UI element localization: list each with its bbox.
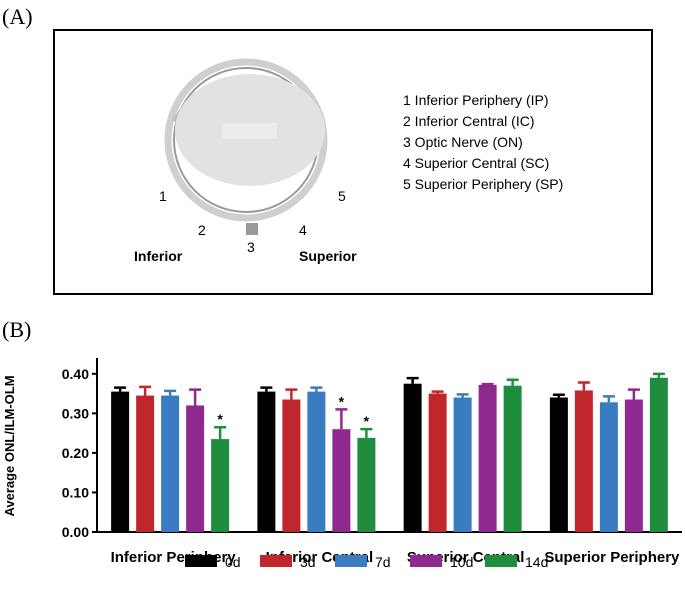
error-bar bbox=[431, 390, 444, 394]
error-bar bbox=[189, 388, 202, 406]
error-bar bbox=[139, 385, 152, 396]
error-bar bbox=[506, 378, 519, 386]
legend-swatch bbox=[485, 555, 517, 567]
legend-swatch bbox=[410, 555, 442, 567]
error-bar bbox=[602, 395, 615, 403]
bar bbox=[161, 395, 180, 532]
y-axis-label: Average ONL/ILM-OLM bbox=[2, 375, 17, 516]
bar bbox=[257, 391, 276, 532]
bar bbox=[478, 384, 497, 532]
legend-swatch bbox=[260, 555, 292, 567]
bar bbox=[503, 385, 522, 532]
error-bar bbox=[335, 408, 348, 430]
bar bbox=[357, 437, 376, 532]
error-bar bbox=[481, 382, 494, 386]
error-bar bbox=[310, 386, 323, 392]
error-bar bbox=[114, 386, 127, 392]
error-bar bbox=[577, 381, 590, 391]
bar bbox=[549, 397, 568, 532]
legend-label: 0d bbox=[225, 554, 241, 570]
y-tick-label: 0.40 bbox=[62, 366, 89, 382]
marker: 4 bbox=[299, 222, 307, 238]
error-bar bbox=[360, 427, 373, 438]
side-label: Inferior bbox=[134, 248, 183, 264]
panel-label: (A) bbox=[2, 4, 33, 29]
marker: 2 bbox=[198, 222, 206, 238]
error-bar bbox=[652, 372, 665, 378]
bar bbox=[403, 383, 422, 532]
x-tick-label: Inferior Periphery bbox=[111, 549, 237, 566]
error-bar bbox=[406, 376, 419, 384]
y-tick-label: 0.10 bbox=[62, 484, 89, 500]
x-tick-label: Superior Periphery bbox=[544, 549, 680, 566]
error-bar bbox=[285, 388, 298, 400]
marker: 5 bbox=[338, 188, 346, 204]
legend-swatch bbox=[185, 555, 217, 567]
legend-label: 3d bbox=[300, 554, 316, 570]
bar bbox=[111, 391, 130, 532]
legend-label: 14d bbox=[525, 554, 548, 570]
region-item: 3 Optic Nerve (ON) bbox=[403, 134, 523, 150]
bar bbox=[282, 399, 301, 532]
significance-mark: * bbox=[364, 413, 370, 429]
error-bar bbox=[164, 389, 177, 396]
significance-mark: * bbox=[339, 393, 345, 409]
marker: 1 bbox=[159, 188, 167, 204]
error-bar bbox=[456, 393, 469, 398]
marker: 3 bbox=[247, 239, 255, 255]
bar bbox=[624, 399, 643, 532]
eye-diagram bbox=[164, 58, 328, 235]
region-item: 2 Inferior Central (IC) bbox=[403, 113, 534, 129]
bar bbox=[428, 393, 447, 532]
region-item: 1 Inferior Periphery (IP) bbox=[403, 92, 549, 108]
y-tick-label: 0.30 bbox=[62, 405, 89, 421]
y-tick-label: 0.00 bbox=[62, 524, 89, 540]
legend-swatch bbox=[335, 555, 367, 567]
error-bar bbox=[214, 425, 227, 440]
side-label: Superior bbox=[299, 248, 357, 264]
bar bbox=[136, 395, 155, 532]
bar bbox=[453, 397, 472, 532]
panel-label: (B) bbox=[2, 317, 31, 342]
y-tick-label: 0.20 bbox=[62, 445, 89, 461]
bar bbox=[332, 429, 351, 532]
region-item: 5 Superior Periphery (SP) bbox=[403, 176, 563, 192]
error-bar bbox=[552, 393, 565, 398]
bar bbox=[186, 405, 205, 532]
panel-frame bbox=[53, 29, 653, 295]
bar bbox=[211, 439, 230, 532]
bar bbox=[599, 402, 618, 532]
bar bbox=[574, 390, 593, 532]
error-bar bbox=[260, 386, 273, 392]
bar bbox=[649, 377, 668, 532]
error-bar bbox=[627, 388, 640, 400]
legend-label: 7d bbox=[375, 554, 391, 570]
significance-mark: * bbox=[217, 411, 223, 427]
legend-label: 10d bbox=[450, 554, 473, 570]
region-item: 4 Superior Central (SC) bbox=[403, 155, 549, 171]
bar bbox=[307, 391, 326, 532]
